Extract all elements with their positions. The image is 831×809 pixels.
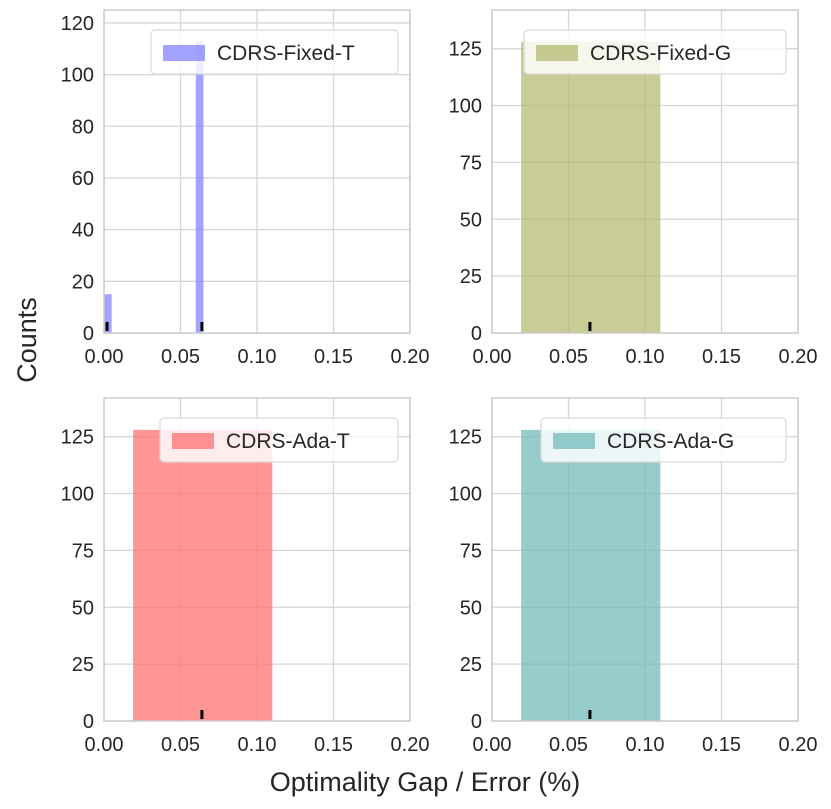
legend-box [540,417,787,463]
histogram-bar [133,429,273,721]
y-tick-label: 60 [72,168,94,190]
y-tick-label: 125 [61,427,94,449]
legend-label: CDRS-Fixed-G [590,42,731,65]
x-tick-label: 0.10 [238,346,277,368]
y-tick-label: 75 [72,540,94,562]
y-axis-label: Counts [12,297,42,383]
x-tick-label: 0.05 [549,346,588,368]
y-tick-label: 75 [460,540,482,562]
legend: CDRS-Ada-G [540,417,787,463]
plot-frame [491,9,799,334]
plot-frame [103,397,411,722]
y-tick-label: 25 [72,654,94,676]
y-tick-label: 0 [83,711,94,733]
x-tick-label: 0.00 [473,734,512,756]
x-tick-label: 0.05 [549,734,588,756]
x-tick-label: 0.15 [702,346,741,368]
x-tick-label: 0.20 [779,734,818,756]
legend-label: CDRS-Ada-G [607,430,734,453]
y-tick-label: 0 [83,323,94,345]
histogram-bar [521,41,661,334]
legend-swatch [163,45,205,61]
x-tick-label: 0.05 [161,734,200,756]
x-tick-label: 0.15 [702,734,741,756]
y-tick-label: 0 [471,323,482,345]
subplot-2: 0.00 0.05 0.10 0.15 0.20 0 25 50 75 100 125 CDRS-Fi… [449,9,818,368]
y-tick-label: 40 [72,220,94,242]
x-tick-label: 0.20 [779,346,818,368]
y-tick-label: 25 [460,266,482,288]
y-tick-label: 0 [471,711,482,733]
legend-swatch [536,45,578,61]
legend-box [523,29,787,75]
legend-swatch [172,433,214,449]
y-tick-label: 25 [460,654,482,676]
x-tick-label: 0.15 [314,734,353,756]
plot-frame [103,9,411,334]
y-tick-label: 125 [449,427,482,449]
x-tick-label: 0.00 [85,346,124,368]
legend: CDRS-Fixed-T [150,29,399,75]
x-tick-label: 0.10 [626,346,665,368]
y-tick-label: 125 [449,39,482,61]
x-tick-label: 0.00 [85,734,124,756]
legend-label: CDRS-Ada-T [226,430,350,453]
y-tick-label: 50 [460,597,482,619]
y-tick-label: 120 [61,13,94,35]
y-tick-label: 80 [72,116,94,138]
x-axis-label: Optimality Gap / Error (%) [270,767,581,797]
x-tick-label: 0.15 [314,346,353,368]
legend: CDRS-Ada-T [159,417,399,463]
y-tick-label: 100 [61,65,94,87]
legend: CDRS-Fixed-G [523,29,787,75]
y-tick-label: 100 [449,484,482,506]
x-tick-label: 0.20 [391,734,430,756]
x-tick-label: 0.00 [473,346,512,368]
y-tick-label: 75 [460,152,482,174]
histogram-bar [104,294,112,333]
x-tick-label: 0.20 [391,346,430,368]
x-tick-label: 0.05 [161,346,200,368]
y-tick-label: 100 [61,484,94,506]
subplot-1: 0.00 0.05 0.10 0.15 0.20 0 20 40 60 80 100 120 CDRS-… [61,9,430,368]
histogram-bar [521,429,661,721]
y-tick-label: 20 [72,271,94,293]
y-tick-label: 50 [72,597,94,619]
x-tick-label: 0.10 [238,734,277,756]
x-tick-label: 0.10 [626,734,665,756]
legend-box [159,417,399,463]
plot-frame [491,397,799,722]
legend-label: CDRS-Fixed-T [217,42,355,65]
subplot-4: 0.00 0.05 0.10 0.15 0.20 0 25 50 75 100 125 CDRS-Ad… [449,397,818,756]
y-tick-label: 100 [449,96,482,118]
subplot-3: 0.00 0.05 0.10 0.15 0.20 0 25 50 75 100 125 CDRS-Ad… [61,397,430,756]
histogram-bar [195,41,204,334]
legend-box [150,29,399,75]
legend-swatch [553,433,595,449]
y-tick-label: 50 [460,209,482,231]
